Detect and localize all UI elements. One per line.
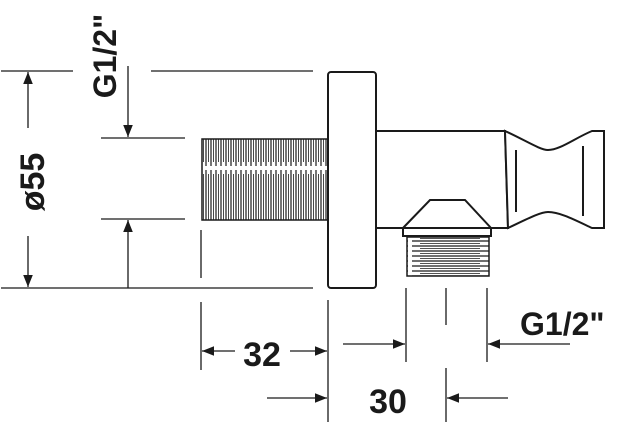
depth-label: 32 bbox=[243, 336, 281, 374]
wall-flange bbox=[327, 71, 377, 289]
diameter-label: ø55 bbox=[14, 153, 52, 212]
extension-lines bbox=[1, 70, 488, 422]
outlet-nut bbox=[400, 199, 494, 229]
dimension-arrows bbox=[23, 66, 570, 403]
inlet-thread-label: G1/2" bbox=[87, 14, 123, 99]
inlet-thread bbox=[201, 138, 329, 221]
handle bbox=[503, 129, 605, 230]
outlet-offset-label: 30 bbox=[369, 383, 407, 421]
outlet-thread-label: G1/2" bbox=[520, 306, 605, 342]
valve-body bbox=[201, 71, 605, 289]
outlet-thread bbox=[406, 236, 490, 277]
